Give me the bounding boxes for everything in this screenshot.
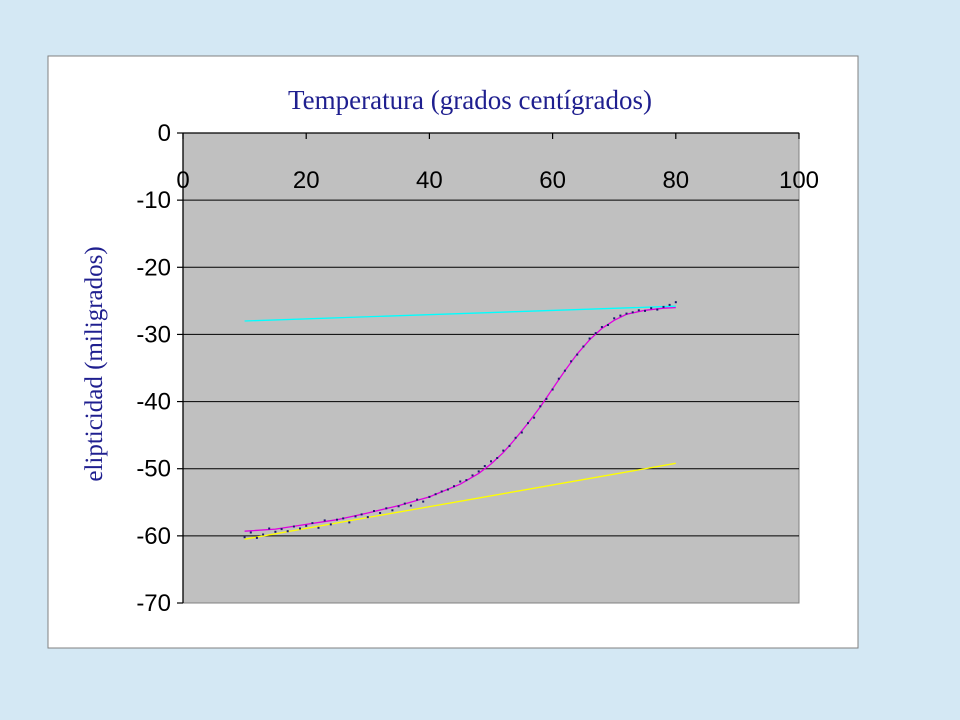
data-point [644, 309, 646, 312]
y-tick-label: -50 [136, 456, 171, 483]
data-point [545, 397, 548, 400]
x-tick-label: 80 [662, 167, 689, 194]
data-point [465, 479, 468, 482]
data-point [650, 307, 653, 310]
series-line-3 [244, 305, 676, 322]
data-point [391, 509, 394, 512]
data-point [600, 326, 603, 328]
data-point [354, 515, 357, 518]
data-point [508, 444, 511, 447]
data-point [348, 521, 351, 524]
x-tick-label: 20 [293, 167, 320, 194]
y-tick-label: -70 [136, 590, 171, 617]
data-point [409, 504, 412, 507]
y-tick-label: -40 [136, 389, 171, 416]
data-point [551, 388, 554, 391]
data-point [373, 510, 375, 512]
data-point [674, 301, 677, 304]
data-point [631, 311, 634, 314]
chart-title: Temperatura (grados centígrados) [288, 85, 652, 115]
data-point [403, 502, 406, 505]
data-point [317, 526, 320, 529]
gridlines [183, 199, 799, 537]
data-point [576, 353, 579, 356]
data-point [453, 485, 455, 488]
data-point [397, 505, 400, 508]
data-point [563, 369, 566, 372]
data-point [471, 474, 474, 477]
y-tick-label: -30 [136, 321, 171, 348]
axes [182, 132, 799, 603]
data-point [625, 312, 628, 315]
x-tick-label: 40 [416, 167, 443, 194]
data-point [385, 507, 388, 510]
x-tick-label: 0 [176, 167, 189, 194]
data-point [243, 536, 246, 539]
data-point [520, 431, 523, 434]
y-tick-label: 0 [158, 120, 171, 147]
data-point [662, 305, 665, 308]
data-point [379, 512, 382, 514]
data-point [446, 488, 449, 491]
data-point [292, 525, 295, 528]
data-point [557, 377, 560, 380]
series [243, 301, 677, 540]
data-point [440, 490, 443, 493]
series-line-1 [244, 306, 676, 532]
data-point [268, 527, 271, 530]
data-point [274, 530, 277, 533]
data-point [607, 324, 609, 326]
data-point [539, 405, 542, 408]
data-point [527, 422, 529, 425]
y-tick-label: -60 [136, 523, 171, 550]
y-tick-labels: 0 -10 -20 -30 -40 -50 -60 -70 [136, 120, 183, 617]
data-point [323, 519, 326, 522]
data-point [619, 314, 622, 317]
data-point [422, 500, 425, 503]
data-point [668, 303, 671, 306]
data-point [286, 530, 289, 533]
y-axis-label: elipticidad (miligrados) [81, 246, 108, 481]
data-point [262, 533, 265, 536]
data-point [249, 531, 252, 534]
x-tick-label: 100 [779, 167, 819, 194]
data-point [477, 470, 480, 473]
data-point [416, 498, 419, 501]
x-tick-label: 60 [539, 167, 566, 194]
data-point [490, 460, 492, 463]
series-line-2 [244, 462, 676, 540]
data-point [342, 517, 345, 520]
data-point [280, 528, 283, 531]
data-point [329, 523, 332, 526]
data-point [533, 416, 536, 419]
data-point [514, 436, 517, 439]
data-point [637, 309, 640, 312]
data-point [255, 536, 258, 539]
data-point [496, 457, 499, 459]
data-point [570, 360, 573, 363]
data-point [428, 495, 431, 498]
data-point [305, 524, 308, 527]
data-point [459, 480, 462, 483]
data-point [336, 518, 338, 521]
data-point [434, 493, 437, 496]
y-tick-label: -10 [136, 187, 171, 214]
data-point [588, 337, 591, 340]
data-point [299, 527, 301, 530]
data-point [483, 465, 486, 467]
data-point [366, 516, 369, 519]
data-point [613, 317, 616, 320]
y-tick-label: -20 [136, 254, 171, 281]
data-point [594, 332, 597, 335]
data-point [582, 345, 585, 348]
data-point [656, 308, 659, 311]
data-point [502, 449, 505, 452]
plot-background [182, 132, 800, 604]
x-tick-labels: 0 20 40 60 80 100 [176, 133, 819, 194]
data-point [360, 513, 363, 516]
data-point [311, 522, 314, 525]
